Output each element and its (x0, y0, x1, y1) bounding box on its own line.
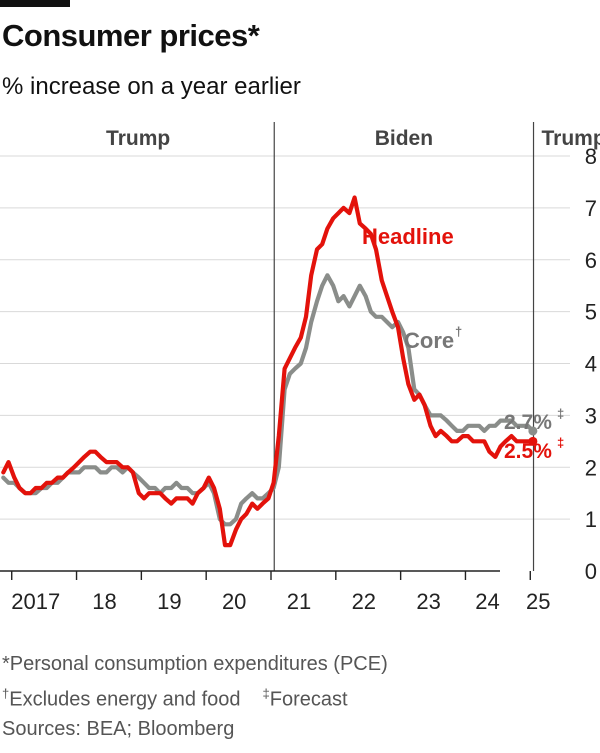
x-tick-label: 25 (526, 589, 550, 614)
series-line-core (1, 273, 535, 527)
top-rule (0, 0, 70, 7)
series-line-headline (1, 195, 535, 548)
period-label: Trump (542, 127, 600, 150)
x-tick-label: 23 (416, 589, 440, 614)
core-label: Core (404, 328, 454, 353)
end-point-core (528, 426, 538, 436)
core-end-label: 2.7% (504, 411, 552, 434)
x-tick-label: 22 (352, 589, 376, 614)
y-tick-label: 6 (585, 248, 597, 273)
footnote-marks: †Excludes energy and food ‡Forecast (2, 679, 388, 715)
x-tick-label: 2017 (11, 589, 60, 614)
core-end-mark: ‡ (557, 406, 564, 421)
headline-end-mark: ‡ (557, 435, 564, 450)
core-label-mark: † (455, 324, 462, 339)
x-tick-label: 21 (287, 589, 311, 614)
x-tick-label: 19 (157, 589, 181, 614)
core-mark: † (2, 686, 10, 701)
y-tick-label: 3 (585, 403, 597, 428)
chart-subtitle: % increase on a year earlier (2, 73, 301, 100)
x-tick-label: 24 (475, 589, 499, 614)
footnotes: *Personal consumption expenditures (PCE)… (2, 650, 388, 744)
y-tick-label: 5 (585, 300, 597, 325)
x-tick-label: 18 (92, 589, 116, 614)
forecast-mark: ‡ (262, 686, 270, 701)
headline-label: Headline (362, 224, 454, 249)
footnote-forecast: Forecast (269, 688, 348, 711)
y-tick-label: 4 (585, 352, 597, 377)
x-tick-label: 20 (222, 589, 246, 614)
y-tick-label: 0 (585, 559, 597, 584)
period-label: Trump (106, 127, 170, 150)
footnote-core: Excludes energy and food (9, 688, 241, 711)
footnote-pce: *Personal consumption expenditures (PCE) (2, 653, 388, 675)
y-tick-label: 8 (585, 144, 597, 169)
period-label: Biden (375, 127, 433, 150)
chart-title: Consumer prices* (2, 18, 260, 53)
end-point-headline (528, 436, 538, 446)
headline-end-label: 2.5% (504, 440, 552, 463)
y-tick-label: 7 (585, 196, 597, 221)
y-tick-label: 1 (585, 507, 597, 532)
footnote-sources: Sources: BEA; Bloomberg (2, 717, 235, 740)
y-tick-label: 2 (585, 455, 597, 480)
